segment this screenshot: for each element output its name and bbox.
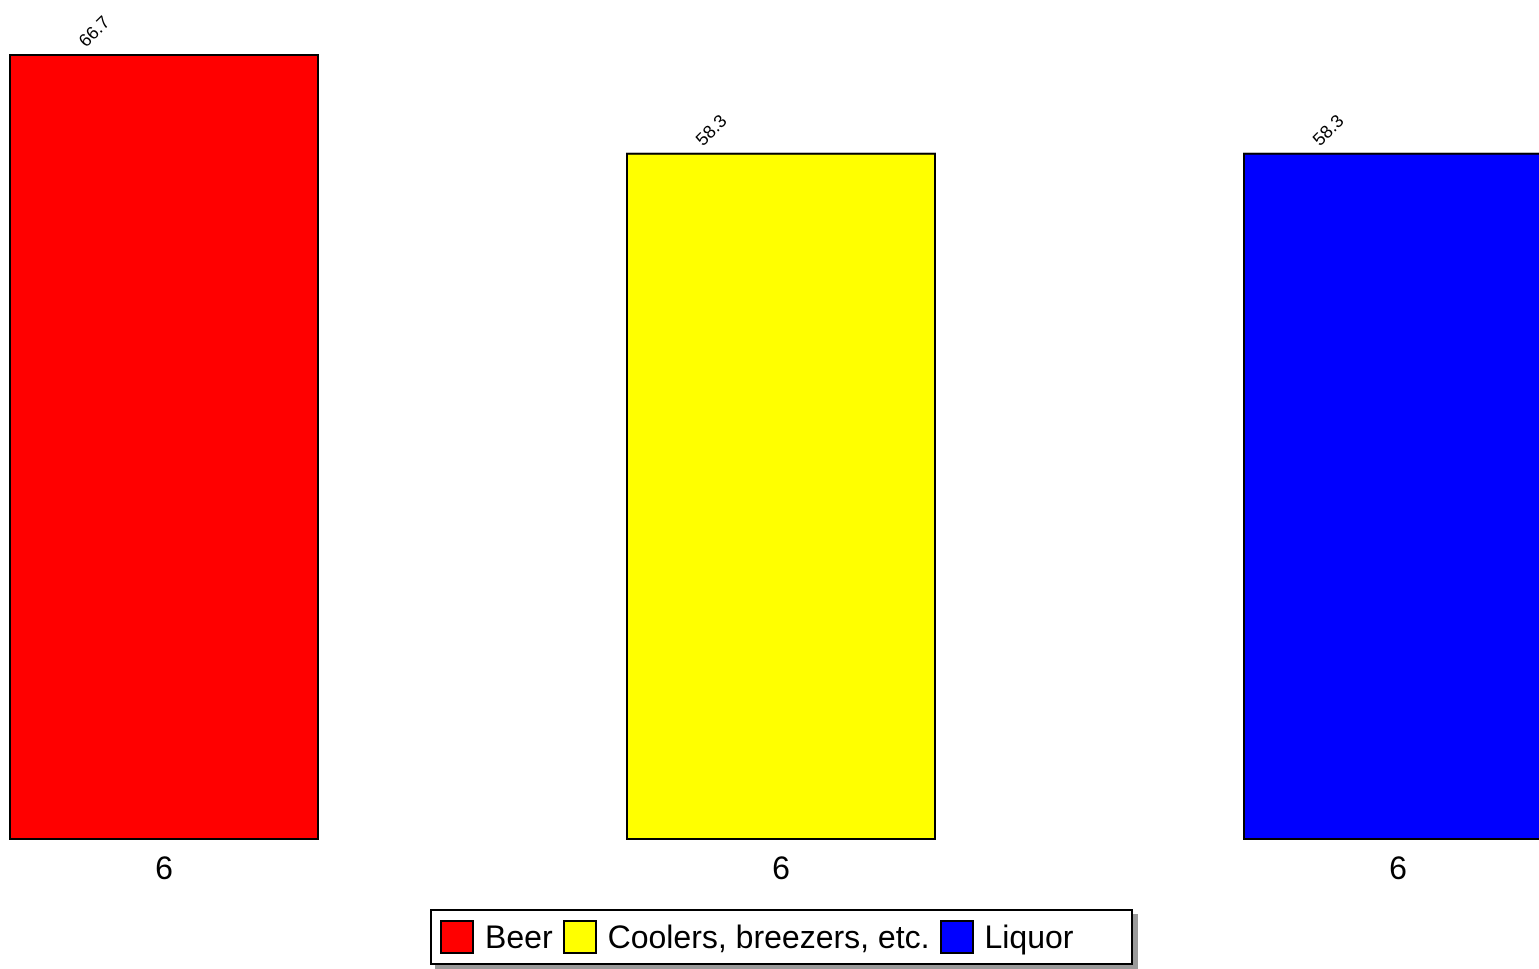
- legend-swatch-liquor: [939, 920, 974, 954]
- legend-item-coolers: Coolers, breezers, etc.: [562, 918, 930, 956]
- legend-label-beer: Beer: [485, 918, 553, 955]
- legend-item-liquor: Liquor: [939, 918, 1074, 956]
- category-label-coolers: 6: [772, 850, 790, 886]
- legend-item-beer: Beer: [440, 919, 553, 956]
- bar-beer: [9, 54, 319, 840]
- category-label-liquor: 6: [1389, 850, 1407, 886]
- value-label-coolers: 58.3: [692, 111, 731, 150]
- value-label-beer: 66.7: [75, 12, 114, 51]
- legend: Beer Coolers, breezers, etc. Liquor: [430, 909, 1133, 965]
- legend-label-liquor: Liquor: [984, 918, 1074, 955]
- legend-label-coolers: Coolers, breezers, etc.: [607, 918, 930, 955]
- value-label-liquor: 58.3: [1309, 111, 1348, 150]
- bar-liquor: [1243, 152, 1539, 841]
- bar-coolers: [626, 152, 936, 841]
- legend-swatch-beer: [440, 920, 474, 954]
- legend-swatch-coolers: [562, 920, 597, 954]
- category-label-beer: 6: [155, 850, 173, 886]
